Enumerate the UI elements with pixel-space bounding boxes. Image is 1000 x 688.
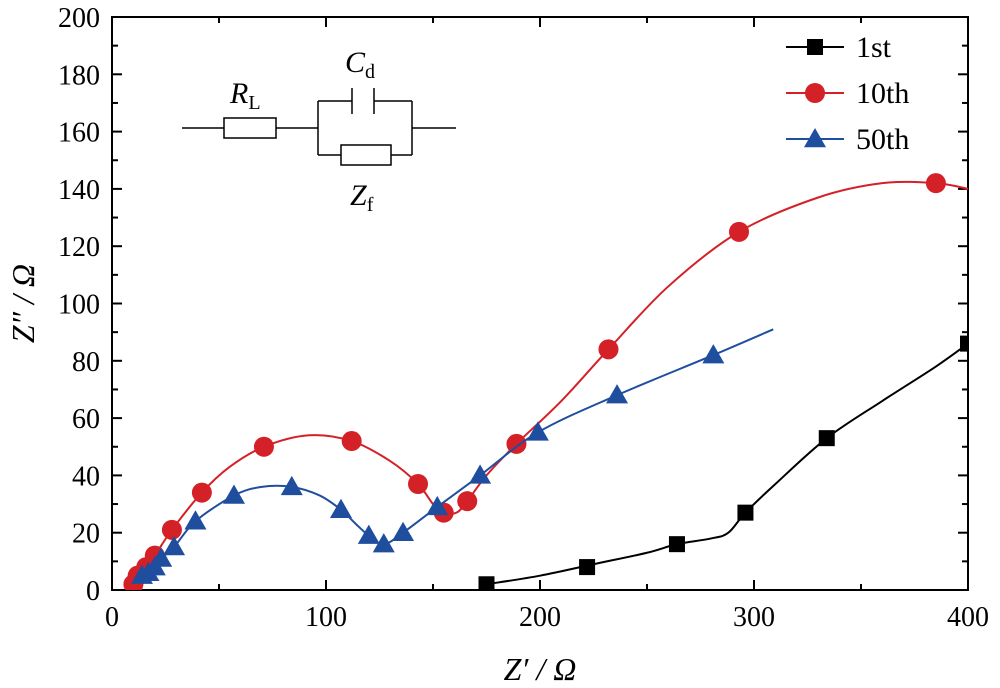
data-point <box>506 433 527 454</box>
y-tick-label: 60 <box>72 404 100 435</box>
y-tick-label: 160 <box>58 118 100 149</box>
legend-item: 10th <box>786 77 909 110</box>
data-point <box>606 384 629 404</box>
legend-label: 50th <box>856 123 909 156</box>
y-tick-label: 20 <box>72 519 100 550</box>
y-tick-label: 200 <box>58 3 100 34</box>
data-point <box>668 536 685 553</box>
data-point <box>729 221 750 242</box>
data-point <box>357 524 380 544</box>
data-point <box>426 495 449 516</box>
y-axis-title: Z″ / Ω <box>5 264 41 343</box>
y-tick-label: 40 <box>72 461 100 492</box>
legend-item: 1st <box>786 31 892 64</box>
data-point <box>737 504 754 521</box>
data-point <box>469 464 492 484</box>
y-tick-label: 120 <box>58 232 100 263</box>
x-axis-title: Z′ / Ω <box>504 651 577 687</box>
data-point <box>392 521 415 541</box>
data-point <box>702 344 725 364</box>
series-50th <box>130 328 774 584</box>
data-point <box>341 431 362 452</box>
data-point <box>280 475 303 496</box>
legend-item: 50th <box>786 123 909 156</box>
series-line <box>486 342 968 586</box>
legend-label: 1st <box>856 31 892 64</box>
data-point <box>372 533 395 553</box>
resistor-rl <box>223 117 277 139</box>
series-layer <box>123 173 968 590</box>
circuit-label: RL <box>229 77 261 114</box>
data-point <box>222 484 245 504</box>
series-line <box>132 180 968 585</box>
data-point <box>150 547 173 567</box>
data-point <box>184 510 207 530</box>
data-point <box>408 473 429 494</box>
legend: 1st 10th 50th <box>786 31 909 156</box>
data-point <box>598 339 619 360</box>
x-tick-label: 100 <box>305 602 347 633</box>
series-1st <box>478 335 968 590</box>
y-tick-label: 0 <box>86 576 100 607</box>
legend-marker <box>807 39 823 55</box>
impedance-zf <box>340 144 392 166</box>
x-tick-label: 200 <box>519 602 561 633</box>
x-tick-label: 400 <box>947 602 989 633</box>
y-tick-label: 100 <box>58 290 100 321</box>
legend-marker <box>804 128 826 148</box>
data-point <box>329 498 352 519</box>
data-point <box>253 436 274 457</box>
axes: 0 100 200 300 400 0 20 40 60 80 100 120 140 160 180 200… <box>5 3 989 687</box>
data-point <box>960 335 968 352</box>
data-point <box>579 559 596 576</box>
series-10th <box>123 173 968 590</box>
equivalent-circuit-inset: RL Cd Zf <box>182 46 456 216</box>
x-tick-label: 0 <box>105 602 119 633</box>
data-point <box>457 491 478 512</box>
data-point <box>925 173 946 194</box>
circuit-label: Zf <box>350 179 374 216</box>
data-point <box>818 430 835 447</box>
circuit-label: Cd <box>345 46 375 83</box>
data-point <box>163 536 186 556</box>
data-point <box>478 576 495 590</box>
data-point <box>526 421 549 441</box>
legend-label: 10th <box>856 77 909 110</box>
data-point <box>191 482 212 503</box>
y-tick-label: 80 <box>72 347 100 378</box>
y-tick-label: 140 <box>58 175 100 206</box>
legend-marker <box>805 83 825 103</box>
x-tick-label: 300 <box>733 602 775 633</box>
y-tick-label: 180 <box>58 60 100 91</box>
data-point <box>161 519 182 540</box>
